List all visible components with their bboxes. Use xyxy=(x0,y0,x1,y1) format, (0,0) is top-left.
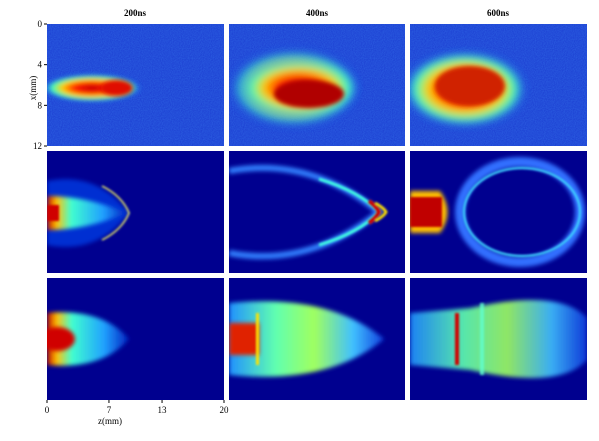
y-axis-label: x(mm) xyxy=(28,76,38,101)
column-title: 200ns xyxy=(124,8,147,18)
x-tick-label: 20 xyxy=(220,405,230,415)
x-tick-label: 13 xyxy=(158,405,168,415)
panel xyxy=(410,151,587,273)
y-tick-label: 12 xyxy=(33,141,42,151)
panel xyxy=(229,151,405,273)
panel xyxy=(410,24,587,146)
panel xyxy=(47,278,224,400)
panel xyxy=(229,24,405,146)
y-tick-label: 8 xyxy=(38,100,43,110)
y-tick-label: 4 xyxy=(38,60,43,70)
column-title: 400ns xyxy=(306,8,329,18)
y-tick-label: 0 xyxy=(38,19,43,29)
column-title: 600ns xyxy=(487,8,510,18)
x-axis-label: z(mm) xyxy=(98,416,122,426)
x-tick-label: 0 xyxy=(45,405,50,415)
panel xyxy=(410,278,587,400)
panel xyxy=(229,278,405,400)
panel xyxy=(47,151,224,273)
panel xyxy=(47,24,224,146)
x-tick-label: 7 xyxy=(107,405,112,415)
